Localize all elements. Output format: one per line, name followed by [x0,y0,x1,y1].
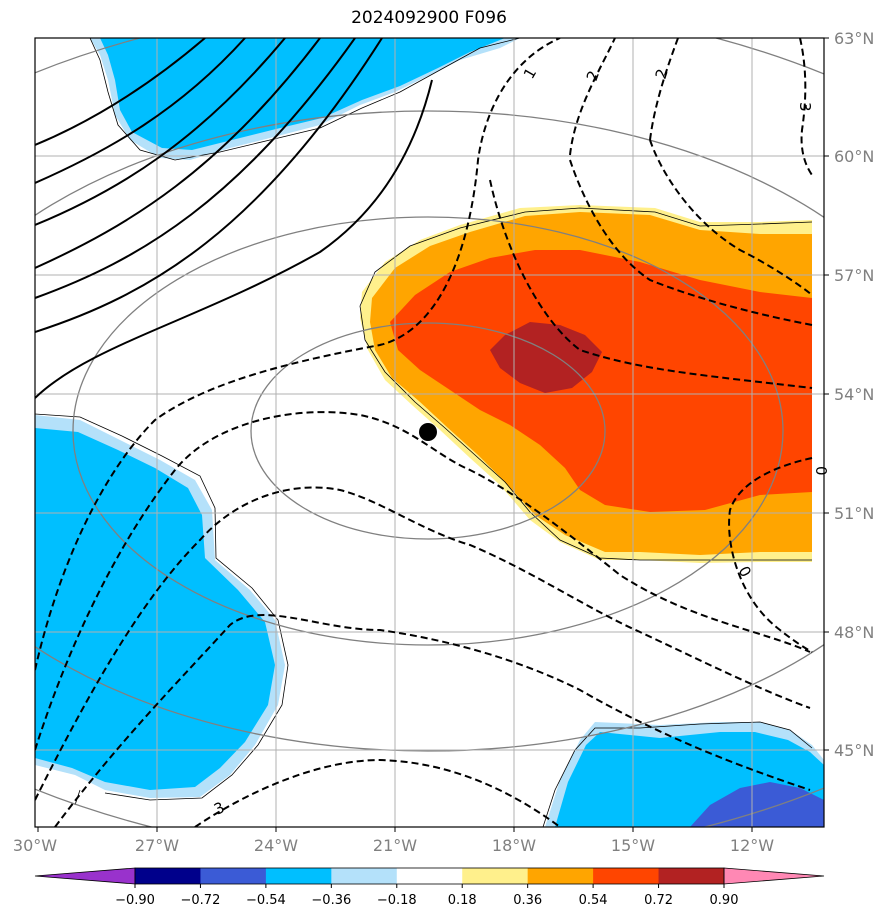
colorbar-segment [396,868,463,884]
red-orange-region [390,250,812,512]
dark-blue-patch [690,782,824,827]
lat-label: 63°N [834,29,874,48]
colorbar-segment [593,868,660,884]
colorbar-label: 0.54 [579,893,608,908]
colorbar-label: −0.90 [115,893,155,908]
colorbar-label: 0.90 [710,893,739,908]
negative-anomaly-fill [35,38,824,827]
colorbar-segment [527,868,594,884]
lon-label: 12°W [730,836,774,855]
graticule [35,38,824,827]
colorbar-segment [135,868,201,884]
contour-label: 2 [583,68,603,83]
lat-label: 48°N [834,623,874,642]
colorbar-outline [134,867,725,885]
colorbar-segment [658,868,725,884]
colorbar-label: 0.18 [448,893,477,908]
contour-label: 1 [520,65,540,82]
storm-center-marker [419,423,437,441]
lat-label: 51°N [834,504,874,523]
lon-label: 27°W [135,836,179,855]
map-frame [34,37,825,828]
map-title: 2024092900 F096 [351,8,507,28]
colorbar-extend-min [34,867,136,885]
lon-label: 30°W [13,836,57,855]
contour-label: 0 [812,466,830,476]
colorbar-label: −0.36 [311,893,351,908]
dark-red-patch [490,322,602,393]
colorbar-extend-max [723,867,825,885]
lon-label: 15°W [611,836,655,855]
positive-anomaly-fill [360,205,812,563]
lat-label: 60°N [834,147,874,166]
dashed-contours [35,38,813,827]
longitude-labels: 30°W 27°W 24°W 21°W 18°W 15°W 12°W [13,836,774,855]
lat-label: 57°N [834,266,874,285]
colorbar-label: 0.72 [644,893,673,908]
colorbar-label: −0.72 [181,893,221,908]
contour-label: 2 [652,67,672,82]
colorbar-segment [462,868,529,884]
lon-label: 24°W [254,836,298,855]
colorbar-segment [265,868,332,884]
lon-label: 18°W [492,836,536,855]
colorbar-segment [331,868,398,884]
colorbar-label: −0.18 [377,893,417,908]
range-rings [35,38,824,827]
solid-contours [35,38,433,399]
lon-label: 21°W [373,836,417,855]
colorbar-segment [200,868,267,884]
contour-label: 3 [796,102,814,112]
map-area [35,38,824,827]
lat-label: 54°N [834,385,874,404]
colorbar-label: 0.36 [513,893,542,908]
colorbar: −0.90 −0.72 −0.54 −0.36 −0.18 0.18 0.36 0.54 0.7… [34,867,825,908]
colorbar-label: −0.54 [246,893,286,908]
tick-marks [37,37,829,832]
latitude-labels: 63°N 60°N 57°N 54°N 51°N 48°N 45°N [834,29,874,760]
lat-label: 45°N [834,741,874,760]
